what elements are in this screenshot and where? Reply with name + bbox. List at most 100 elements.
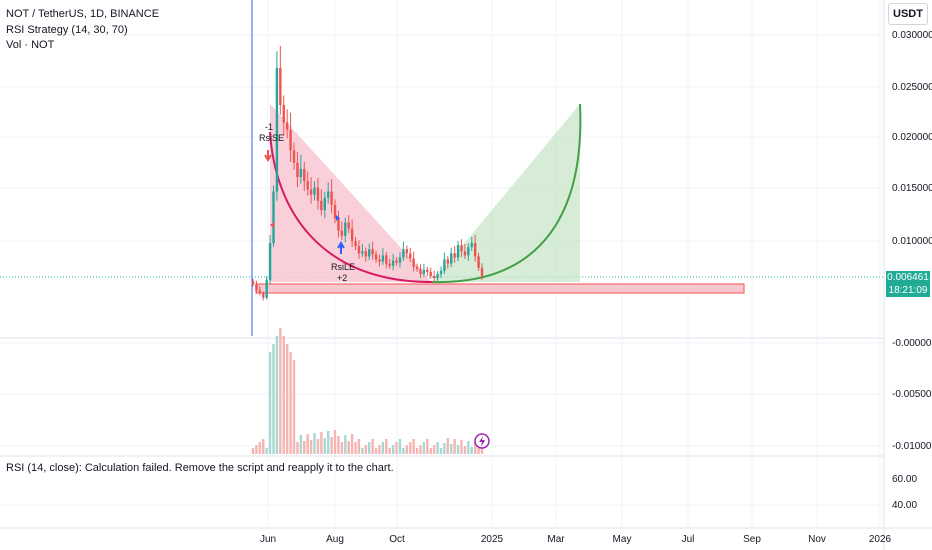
candle-body [460,245,463,252]
candle-body [292,150,296,163]
candle-body [415,266,419,269]
candle-body [272,191,275,244]
lightning-bolt [479,436,485,447]
time-tick: Sep [743,534,761,545]
strategy-legend[interactable]: RSI Strategy (14, 30, 70) [6,24,128,36]
volume-bar [330,437,333,454]
candle-body [388,263,391,266]
candle-body [309,189,313,195]
currency-button[interactable]: USDT [888,3,928,25]
candle-body [354,241,357,247]
volume-bar [429,448,432,454]
volume-bar [275,336,279,454]
long-marker-label: RsiLE [331,262,356,272]
volume-bar [255,445,258,454]
candle-body [268,243,272,281]
candle-body [422,269,426,274]
short-position-zone[interactable] [270,104,432,282]
rounding-bottom-arc-green[interactable] [431,103,582,284]
candle-body [262,293,265,298]
candle-body [473,243,477,257]
volume-bar [477,448,480,454]
short-entry-arrow-icon [264,150,272,162]
volume-bar [251,448,255,454]
candle-body [419,268,422,274]
candle-body [361,251,364,254]
candle-body [330,191,333,205]
short-marker-label: RsiSE [259,133,285,143]
volume-bar [374,448,378,454]
candle-body [285,122,289,130]
candle-body [296,162,299,178]
candle-body [467,247,470,256]
candle-body [456,245,460,258]
volume-bar [412,439,415,454]
candle-body [429,271,432,277]
volume-bar [405,445,409,454]
candle-body [275,67,279,192]
volume-bar [309,440,313,454]
volume-bar [337,436,340,454]
long-position-zone[interactable] [432,104,580,282]
rounding-bottom-arc-pink[interactable] [269,131,433,283]
candle-body [316,187,320,201]
volume-bar [415,448,419,454]
candle-body [255,284,258,291]
volume-bar [347,441,350,454]
candle-body [374,254,378,260]
volume-bar [350,434,354,454]
short-qty-label: -1 [265,122,274,132]
volume-bar [453,439,456,454]
candle-body [381,255,385,262]
last-price-tag: 0.006461 [886,271,930,284]
candle-body [313,187,316,195]
volume-bar [306,434,309,454]
volume-bar [279,328,282,454]
candle-body [463,251,467,256]
volume-bar [388,448,391,454]
time-tick: Jun [259,534,277,545]
volume-bar [402,448,405,454]
candlestick-series[interactable] [251,45,484,301]
time-tick: 2026 [868,534,892,545]
candle-body [265,280,268,298]
volume-legend[interactable]: Vol · NOT [6,39,55,51]
volume-bar [289,352,292,454]
volume-bar [419,445,422,454]
volume-bar [299,435,303,454]
volume-series [251,328,484,454]
candle-body [340,230,344,236]
candle-body [470,243,473,248]
volume-bar [443,443,446,454]
volume-bar [378,445,381,454]
volume-bar [368,442,371,454]
countdown-tag: 18:21:09 [886,284,930,297]
candle-body [436,273,439,279]
candle-body [402,249,405,258]
candle-body [323,197,326,211]
price-tick: 0.025000 [892,82,932,93]
volume-bar [432,445,436,454]
time-tick: May [612,534,632,545]
candle-body [450,253,453,264]
rsi-error-message: RSI (14, close): Calculation failed. Rem… [6,462,394,474]
time-tick: Nov [808,534,826,545]
support-zone-box[interactable] [255,283,745,294]
volume-bar [450,444,453,454]
candle-body [337,218,340,231]
volume-bar [436,442,439,454]
candle-body [409,253,412,259]
candle-body [391,260,395,266]
volume-bar [340,442,344,454]
candle-body [371,249,374,255]
candle-body [395,260,398,263]
volume-bar [364,445,367,454]
volume-bar [344,435,347,454]
volume-tick: -0.000000 [892,338,932,349]
volume-bar [385,439,388,454]
symbol-title[interactable]: NOT / TetherUS, 1D, BINANCE [6,8,160,20]
candle-body [350,228,354,241]
candle-body [439,270,443,274]
candle-body [344,222,347,236]
